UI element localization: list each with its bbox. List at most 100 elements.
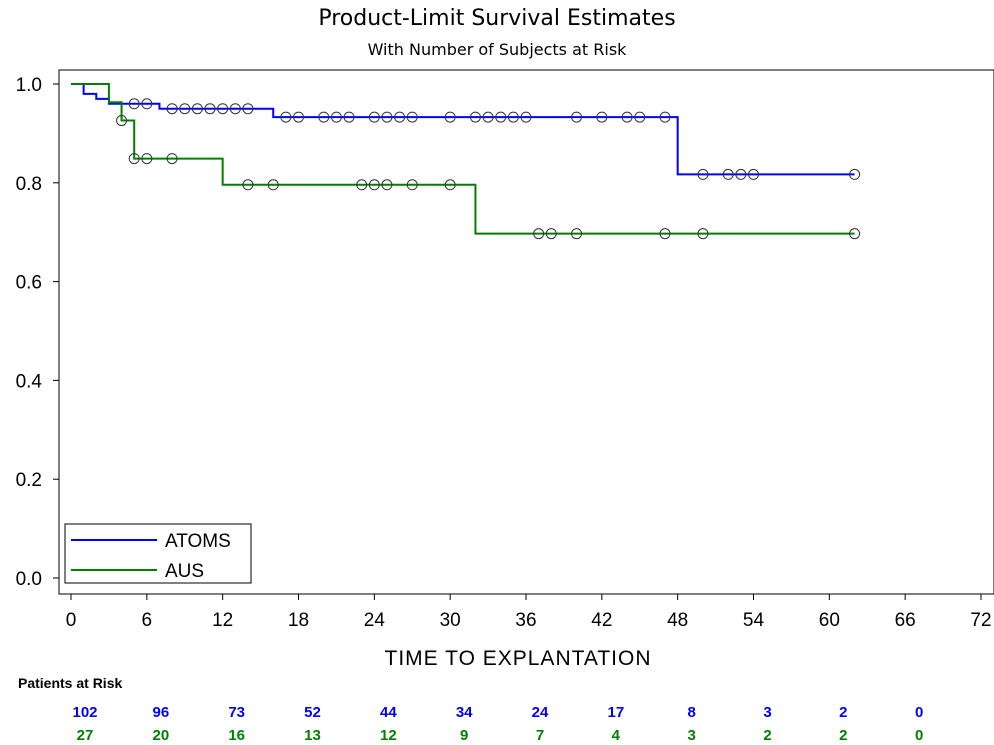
y-tick-label: 0.8 xyxy=(16,174,42,195)
censor-marker-atoms xyxy=(735,168,747,180)
risk-count-atoms: 34 xyxy=(456,704,473,721)
censor-marker-atoms xyxy=(394,111,406,123)
survival-curve-aus xyxy=(71,83,855,235)
risk-table-title: Patients at Risk xyxy=(18,675,122,691)
risk-count-atoms: 8 xyxy=(687,704,695,721)
risk-count-aus: 9 xyxy=(460,727,468,744)
y-tick-label: 0.0 xyxy=(16,569,42,590)
risk-count-atoms: 73 xyxy=(228,704,245,721)
censor-marker-atoms xyxy=(444,111,456,123)
censor-marker-atoms xyxy=(128,98,140,110)
legend: ATOMS AUS xyxy=(64,523,252,584)
censor-marker-aus xyxy=(368,179,380,191)
censor-marker-aus xyxy=(659,228,671,240)
censor-marker-atoms xyxy=(634,111,646,123)
censor-marker-atoms xyxy=(520,111,532,123)
censor-marker-aus xyxy=(242,179,254,191)
censor-marker-atoms xyxy=(293,111,304,123)
censor-marker-aus xyxy=(128,153,140,165)
x-tick-label: 48 xyxy=(667,610,688,631)
y-tick-label: 0.2 xyxy=(16,470,42,491)
censor-marker-atoms xyxy=(318,111,330,123)
censor-marker-atoms xyxy=(381,111,393,123)
censor-marker-aus xyxy=(141,153,153,165)
censor-marker-aus xyxy=(381,179,393,191)
censor-marker-atoms xyxy=(596,111,608,123)
censor-marker-atoms xyxy=(141,98,153,110)
censor-marker-aus xyxy=(116,115,128,127)
risk-count-aus: 7 xyxy=(536,727,544,744)
x-tick-label: 6 xyxy=(142,610,153,631)
censor-marker-atoms xyxy=(495,111,507,123)
censor-marker-aus xyxy=(166,153,178,165)
legend-label-aus: AUS xyxy=(165,561,204,582)
series-layer xyxy=(71,83,861,240)
censor-marker-atoms xyxy=(469,111,481,123)
censor-marker-atoms xyxy=(179,103,191,115)
legend-box xyxy=(64,523,252,584)
censor-marker-atoms xyxy=(697,168,709,180)
risk-count-aus: 27 xyxy=(77,727,94,744)
risk-count-atoms: 102 xyxy=(72,704,97,721)
censor-marker-atoms xyxy=(748,168,759,180)
censor-marker-atoms xyxy=(330,111,342,123)
x-tick-label: 30 xyxy=(440,610,461,631)
risk-count-aus: 13 xyxy=(304,727,321,744)
censor-marker-atoms xyxy=(343,111,355,123)
risk-count-atoms: 44 xyxy=(380,704,397,721)
risk-count-atoms: 3 xyxy=(763,704,771,721)
censor-marker-aus xyxy=(849,228,861,240)
censor-marker-atoms xyxy=(621,111,633,123)
x-tick-label: 12 xyxy=(212,610,233,631)
y-axis: 0.0 0.2 0.4 0.6 0.8 1.0 xyxy=(16,75,59,590)
survival-curve-atoms xyxy=(71,83,855,176)
censor-marker-atoms xyxy=(406,111,418,123)
censor-marker-atoms xyxy=(722,168,734,180)
risk-count-atoms: 17 xyxy=(607,704,624,721)
risk-count-atoms: 0 xyxy=(915,704,923,721)
censor-marker-atoms xyxy=(217,103,229,115)
risk-count-aus: 12 xyxy=(380,727,397,744)
censor-marker-atoms xyxy=(849,168,861,180)
risk-count-atoms: 96 xyxy=(152,704,169,721)
risk-count-aus: 0 xyxy=(915,727,923,744)
censor-marker-atoms xyxy=(280,111,292,123)
x-tick-label: 54 xyxy=(743,610,765,631)
y-tick-label: 0.4 xyxy=(16,371,43,392)
risk-count-atoms: 52 xyxy=(304,704,321,721)
censor-marker-aus xyxy=(571,228,583,240)
x-tick-label: 60 xyxy=(819,610,840,631)
censor-marker-aus xyxy=(356,179,368,191)
plot-frame xyxy=(58,69,994,595)
risk-count-atoms: 2 xyxy=(839,704,847,721)
y-tick-label: 0.6 xyxy=(16,273,42,294)
risk-count-aus: 2 xyxy=(839,727,847,744)
censor-marker-atoms xyxy=(191,103,203,115)
censor-marker-atoms xyxy=(204,103,216,115)
risk-count-atoms: 24 xyxy=(532,704,549,721)
y-tick-label: 1.0 xyxy=(16,75,42,96)
risk-count-aus: 4 xyxy=(612,727,621,744)
censor-marker-atoms xyxy=(166,103,178,115)
censor-marker-atoms xyxy=(229,103,241,115)
legend-label-atoms: ATOMS xyxy=(165,531,231,552)
censor-marker-aus xyxy=(406,179,418,191)
x-tick-label: 66 xyxy=(895,610,916,631)
risk-count-aus: 2 xyxy=(763,727,771,744)
chart-title: Product-Limit Survival Estimates xyxy=(318,6,676,31)
x-tick-label: 0 xyxy=(66,610,77,631)
censor-marker-atoms xyxy=(242,103,254,115)
x-tick-label: 72 xyxy=(970,610,991,631)
x-tick-label: 24 xyxy=(364,610,386,631)
censor-marker-aus xyxy=(267,179,279,191)
x-tick-label: 18 xyxy=(288,610,309,631)
risk-table: 102 96 73 52 44 34 24 17 8 3 2 027 20 16 13 12 9 7 4 3 2 2 0 xyxy=(72,704,923,744)
censor-marker-atoms xyxy=(507,111,519,123)
censor-marker-atoms xyxy=(659,111,671,123)
censor-marker-atoms xyxy=(571,111,583,123)
risk-count-aus: 3 xyxy=(687,727,695,744)
x-tick-label: 36 xyxy=(515,610,536,631)
censor-marker-aus xyxy=(545,228,557,240)
censor-marker-atoms xyxy=(368,111,380,123)
